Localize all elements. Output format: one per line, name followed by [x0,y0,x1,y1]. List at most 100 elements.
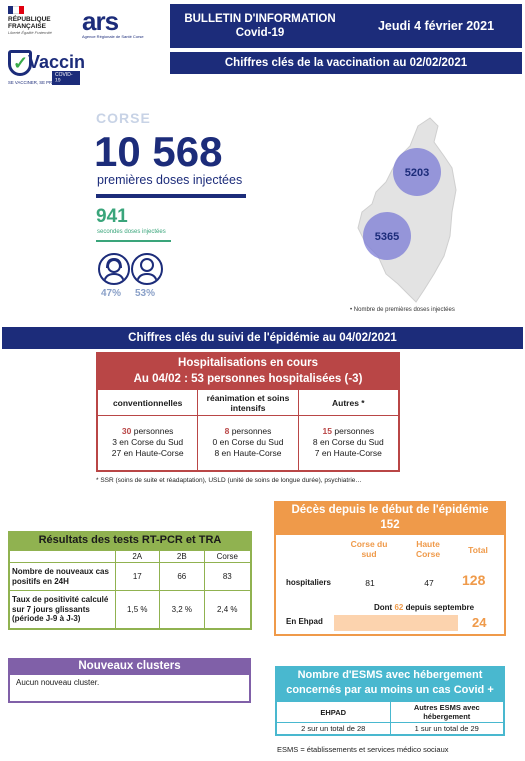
column-values: 30 personnes 3 en Corse du Sud 27 en Hau… [98,416,197,459]
epidemic-section-title: Chiffres clés du suivi de l'épidémie au … [2,327,523,349]
female-person-icon [98,253,130,285]
hosp-count: 8 [224,426,230,436]
hospitalisations-footnote: * SSR (soins de suite et réadaptation), … [96,477,362,484]
ars-logo: ars Agence Régionale de Santé Corse [82,8,144,48]
table-cell: 3,2 % [159,590,205,629]
column-header: Autres * [298,390,398,416]
column-header: Total [468,545,488,555]
bulletin-title: BULLETIN D'INFORMATION Covid-19 [170,12,350,40]
ars-logo-text: ars [82,6,119,36]
first-doses-label: premières doses injectées [97,173,243,187]
republique-text: RÉPUBLIQUE FRANÇAISE [8,16,51,30]
vaccin-tagline: SE VACCINER, SE PROTÉGER [8,80,71,85]
hosp-line: 27 en Haute-Corse [111,448,184,458]
column-values: 8 personnes 0 en Corse du Sud 8 en Haute… [198,416,297,459]
hosp-unit: personnes [229,426,272,436]
table-row: 2 sur un total de 28 1 sur un total de 2… [275,722,505,736]
row-label: Nombre de nouveaux cas positifs en 24H [8,562,116,591]
corse-du-sud-bubble [363,212,411,260]
column-header: Corse [203,549,252,563]
clusters-text: Aucun nouveau cluster. [8,675,251,703]
hosp-count: 15 [322,426,333,436]
column-header: Autres ESMS avec hébergement [389,700,505,723]
divider [96,194,246,198]
vaccination-section-title: Chiffres clés de la vaccination au 02/02… [170,52,522,74]
hosp-unit: personnes [332,426,375,436]
second-doses-label: secondes doses injectées [97,229,166,235]
hosp-line: 8 en Corse du Sud [312,437,384,447]
row-label: Taux de positivité calculé sur 7 jours g… [8,590,116,629]
first-doses-value: 10 568 [94,128,223,175]
divider [96,240,171,242]
table-cell: 47 [424,578,434,588]
table-cell: 83 [203,562,252,591]
republique-francaise-logo: RÉPUBLIQUE FRANÇAISE Liberté Égalité Fra… [8,6,70,50]
table-cell: 66 [159,562,205,591]
header-bar: BULLETIN D'INFORMATION Covid-19 Jeudi 4 … [170,4,522,48]
column-header: 2B [159,549,205,563]
tests-header: Résultats des tests RT-PCR et TRA [8,531,252,549]
hosp-unit: personnes [131,426,174,436]
devise-text: Liberté Égalité Fraternité [8,30,52,35]
hosp-line: 8 en Haute-Corse [214,448,282,458]
table-row: 2A 2B Corse [8,549,252,563]
legend-bullet-icon: • [350,307,354,313]
ehpad-value: 24 [472,615,487,630]
row-label: En Ehpad [286,617,323,626]
checkmark-icon: ✓ [13,53,29,73]
vaccin-logo-word: Vaccin [28,52,86,72]
bulletin-date: Jeudi 4 février 2021 [377,19,495,33]
deces-hospital-total: 128 [462,572,486,588]
clusters-header: Nouveaux clusters [8,658,251,675]
hosp-line: 7 en Haute-Corse [314,448,382,458]
table-cell: 1,5 % [114,590,161,629]
hospitalisations-title: Hospitalisations en cours [178,357,318,369]
column-header: Corse du sud [350,539,388,559]
region-label: CORSE [96,110,151,126]
shield-icon [8,50,32,76]
hospitalisations-header: Hospitalisations en cours Au 04/02 : 53 … [96,352,400,390]
table-cell: 2 sur un total de 28 [275,722,391,736]
deces-since-september: Dont 62 depuis septembre [374,603,474,612]
column-header: réanimation et soins intensifs [198,390,298,416]
table-cell: 81 [365,578,375,588]
deces-table: Corse du sud Haute Corse Total hospitali… [274,535,506,636]
covid-badge: COVID-19 [52,71,80,85]
map-legend: • Nombre de premières doses injectées [350,307,455,313]
ars-logo-subtitle: Agence Régionale de Santé Corse [82,34,144,39]
hosp-count: 30 [121,426,132,436]
column-header: conventionnelles [98,390,198,416]
deces-header: Décès depuis le début de l'épidémie 152 [274,501,506,535]
table-cell: 1 sur un total de 29 [389,722,505,736]
deces-total-all: 152 [380,519,400,531]
map-legend-text: Nombre de premières doses injectées [353,307,455,313]
table-cell: 17 [114,562,161,591]
male-person-icon [131,253,163,285]
column-header: Haute Corse [415,539,441,559]
french-flag-icon [8,6,24,14]
table-cell: 2,4 % [203,590,252,629]
hosp-line: 3 en Corse du Sud [112,437,184,447]
table-row: EHPAD Autres ESMS avec hébergement [275,700,505,723]
female-percentage: 47% [101,288,122,299]
row-label: hospitaliers [286,578,331,587]
corse-du-sud-value: 5365 [375,231,399,243]
corsica-island-shape [357,117,457,303]
esms-header: Nombre d'ESMS avec hébergement concernés… [275,666,505,700]
haute-corse-bubble [393,148,441,196]
vaccin-covid-logo: ✓ Vaccin COVID-19 SE VACCINER, SE PROTÉG… [6,48,85,88]
corsica-map: 5203 5365 [357,117,457,303]
deces-title: Décès depuis le début de l'épidémie [291,504,489,516]
male-percentage: 53% [135,288,156,299]
hospitalisations-table: conventionnelles 30 personnes 3 en Corse… [96,390,400,472]
esms-footnote: ESMS = établissements et services médico… [277,745,449,754]
table-row: Nombre de nouveaux cas positifs en 24H 1… [8,562,252,591]
bulletin-title-line1: BULLETIN D'INFORMATION [184,13,336,25]
haute-corse-value: 5203 [405,167,429,179]
bulletin-title-line2: Covid-19 [235,27,285,39]
hosp-column-reanimation: réanimation et soins intensifs 8 personn… [197,390,298,470]
hosp-column-autres: Autres * 15 personnes 8 en Corse du Sud … [297,390,398,470]
column-header: 2A [114,549,161,563]
tests-table: 2A 2B Corse Nombre de nouveaux cas posit… [8,549,252,630]
esms-table: EHPAD Autres ESMS avec hébergement 2 sur… [275,700,505,736]
